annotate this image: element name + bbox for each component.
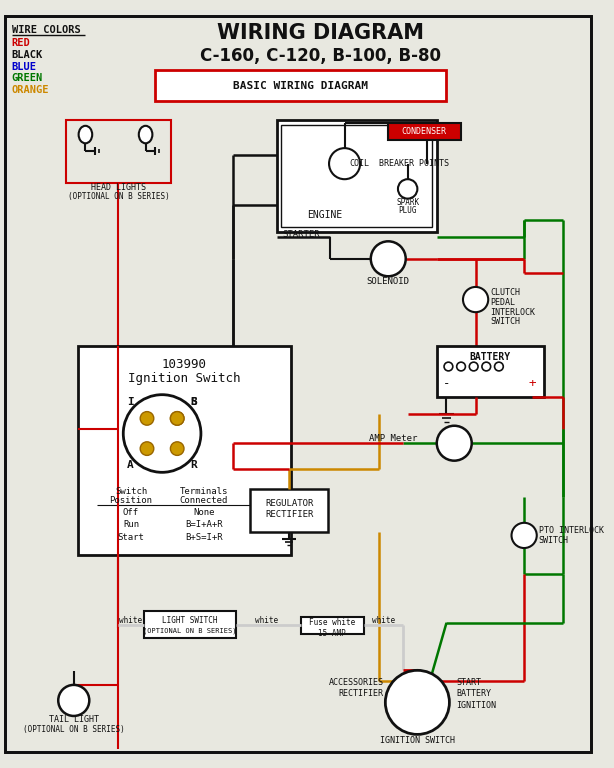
Text: RED: RED <box>12 38 31 48</box>
Text: CLUTCH: CLUTCH <box>490 288 520 297</box>
Text: white: white <box>255 617 279 625</box>
Bar <box>301 617 364 634</box>
Circle shape <box>140 412 154 425</box>
Text: B=I+A+R: B=I+A+R <box>185 520 223 529</box>
Text: IGNITION SWITCH: IGNITION SWITCH <box>380 736 455 745</box>
Text: TAIL LIGHT: TAIL LIGHT <box>49 715 99 724</box>
Circle shape <box>457 362 465 371</box>
Text: INTERLOCK: INTERLOCK <box>490 308 535 316</box>
Circle shape <box>386 670 449 734</box>
Text: SOLENOID: SOLENOID <box>367 276 410 286</box>
Text: A: A <box>127 460 134 470</box>
Text: Fuse white: Fuse white <box>309 618 355 627</box>
Circle shape <box>494 362 503 371</box>
Text: Ignition Switch: Ignition Switch <box>128 372 241 385</box>
Text: (OPTIONAL ON B SERIES): (OPTIONAL ON B SERIES) <box>142 627 236 634</box>
Circle shape <box>171 442 184 455</box>
Ellipse shape <box>79 126 92 144</box>
Bar <box>388 123 461 141</box>
Bar <box>144 611 236 638</box>
Text: Connected: Connected <box>180 496 228 505</box>
Circle shape <box>371 241 406 276</box>
Text: GREEN: GREEN <box>12 74 43 84</box>
Text: CONDENSER: CONDENSER <box>402 127 446 136</box>
Text: PLUG: PLUG <box>398 206 417 215</box>
Circle shape <box>511 523 537 548</box>
Text: (OPTIONAL ON B SERIES): (OPTIONAL ON B SERIES) <box>68 192 169 201</box>
Bar <box>155 70 446 101</box>
Text: C-160, C-120, B-100, B-80: C-160, C-120, B-100, B-80 <box>200 47 441 65</box>
Text: PTO INTERLOCK: PTO INTERLOCK <box>538 526 604 535</box>
Text: BATTERY: BATTERY <box>456 689 491 698</box>
Text: S: S <box>190 397 197 407</box>
Text: IGNITION: IGNITION <box>456 700 496 710</box>
Bar <box>277 120 437 232</box>
Text: Start: Start <box>118 533 144 542</box>
Circle shape <box>444 362 453 371</box>
Text: WIRING DIAGRAM: WIRING DIAGRAM <box>217 22 424 43</box>
Text: white: white <box>120 617 142 625</box>
Text: COIL: COIL <box>349 159 370 168</box>
Text: Run: Run <box>123 520 139 529</box>
Text: I: I <box>127 397 134 407</box>
Text: -: - <box>443 378 450 390</box>
Text: PEDAL: PEDAL <box>490 298 515 307</box>
Text: (OPTIONAL ON B SERIES): (OPTIONAL ON B SERIES) <box>23 725 125 734</box>
Text: Off: Off <box>123 508 139 517</box>
Text: 15 AMP: 15 AMP <box>318 629 346 638</box>
Text: WIRE COLORS: WIRE COLORS <box>12 25 80 35</box>
Circle shape <box>140 442 154 455</box>
Text: ENGINE: ENGINE <box>308 210 343 220</box>
Text: RECTIFIER: RECTIFIER <box>265 509 313 518</box>
Bar <box>66 120 171 183</box>
Text: BLACK: BLACK <box>12 50 43 60</box>
Text: BATTERY: BATTERY <box>470 352 511 362</box>
Circle shape <box>58 685 89 716</box>
Text: Position: Position <box>109 496 152 505</box>
Text: START: START <box>456 678 481 687</box>
Text: SPARK: SPARK <box>396 198 419 207</box>
Circle shape <box>482 362 491 371</box>
Text: REGULATOR: REGULATOR <box>265 499 313 508</box>
Text: HEAD LIGHTS: HEAD LIGHTS <box>91 184 146 193</box>
Text: ACCESSORIES: ACCESSORIES <box>328 678 383 687</box>
Text: R: R <box>190 460 197 470</box>
Text: Switch: Switch <box>115 487 147 496</box>
Circle shape <box>469 362 478 371</box>
Text: SWITCH: SWITCH <box>538 536 569 545</box>
Text: STARTER: STARTER <box>282 230 320 239</box>
Text: AMP Meter: AMP Meter <box>369 434 418 443</box>
Text: B+S=I+R: B+S=I+R <box>185 533 223 542</box>
Bar <box>251 488 328 531</box>
Text: BLUE: BLUE <box>12 61 37 71</box>
Text: +: + <box>528 378 535 390</box>
Text: Terminals: Terminals <box>180 487 228 496</box>
Text: RECTIFIER: RECTIFIER <box>338 689 383 698</box>
Circle shape <box>437 425 472 461</box>
Bar <box>281 125 432 227</box>
Circle shape <box>463 287 488 312</box>
Text: white: white <box>372 617 395 625</box>
Text: B: B <box>190 397 197 407</box>
Bar <box>437 346 543 396</box>
Text: ORANGE: ORANGE <box>12 85 49 95</box>
Circle shape <box>398 179 418 199</box>
Text: LIGHT SWITCH: LIGHT SWITCH <box>161 617 217 625</box>
Text: SWITCH: SWITCH <box>490 317 520 326</box>
Text: BASIC WIRING DIAGRAM: BASIC WIRING DIAGRAM <box>233 81 368 91</box>
Circle shape <box>171 412 184 425</box>
Text: BREAKER POINTS: BREAKER POINTS <box>379 159 449 168</box>
Text: 103990: 103990 <box>162 358 207 371</box>
Circle shape <box>171 412 184 425</box>
Circle shape <box>123 395 201 472</box>
Bar <box>77 346 291 554</box>
Text: None: None <box>193 508 214 517</box>
Ellipse shape <box>139 126 152 144</box>
Circle shape <box>329 148 360 179</box>
